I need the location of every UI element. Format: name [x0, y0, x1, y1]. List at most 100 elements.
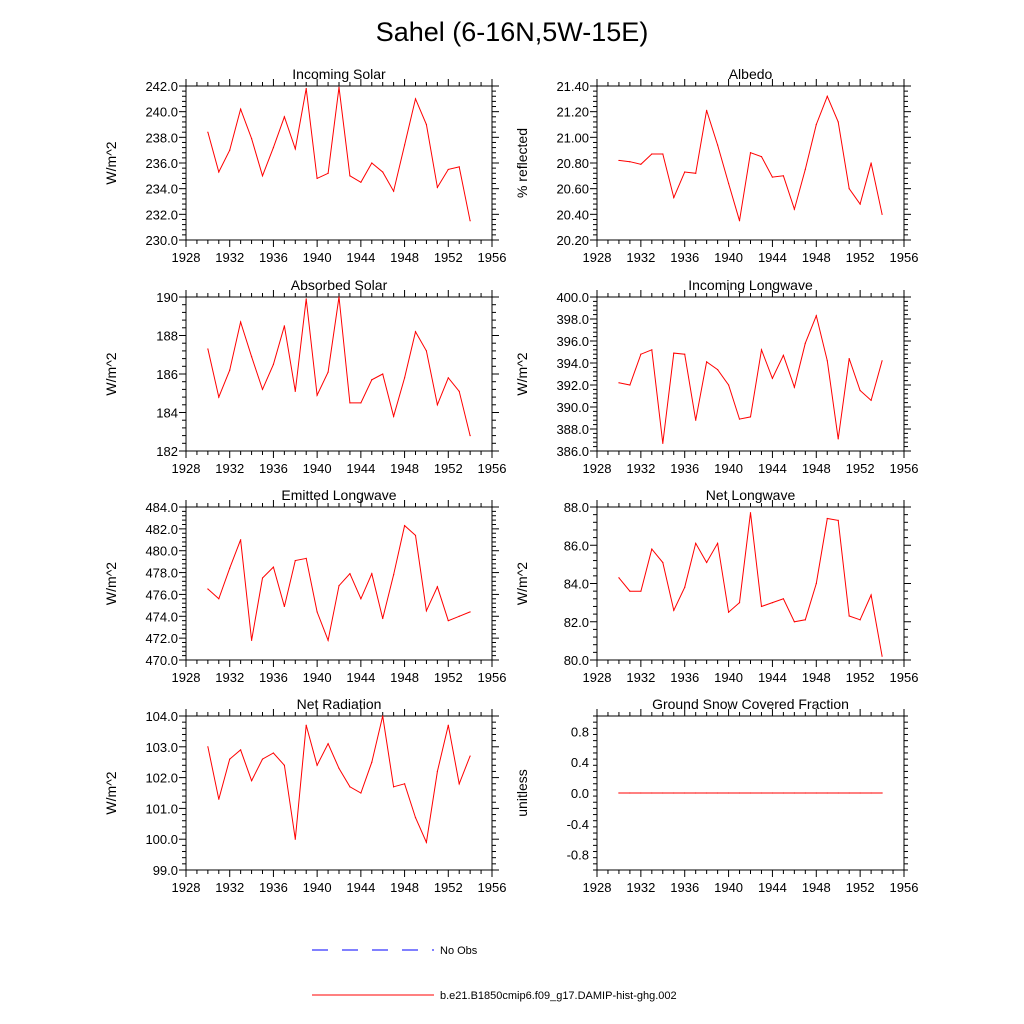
panel-incoming-longwave-xtick-label: 1936: [670, 461, 699, 476]
panel-ground-snow-covered-fraction-data-point: [881, 792, 883, 794]
panel-albedo-xtick-label: 1940: [714, 250, 743, 265]
panel-ground-snow-covered-fraction-data-point: [673, 792, 675, 794]
panel-albedo-data-point: [837, 121, 839, 123]
panel-emitted-longwave-xtick-label: 1936: [259, 670, 288, 685]
panel-absorbed-solar-data-point: [327, 371, 329, 373]
panel-incoming-longwave-xtick-label: 1928: [583, 461, 612, 476]
panel-incoming-solar-data-point: [338, 86, 340, 88]
panel-emitted-longwave-data-point: [327, 639, 329, 641]
panel-net-longwave-title: Net Longwave: [706, 487, 796, 503]
panel-net-radiation-data-point: [272, 752, 275, 754]
panel-ground-snow-covered-fraction: Ground Snow Covered Fraction unitless 1928…: [514, 696, 918, 895]
panel-incoming-longwave-data-point: [837, 438, 839, 440]
panel-emitted-longwave-data-point: [425, 610, 428, 612]
panel-incoming-solar: Incoming Solar W/m^2 1928 1932 1936 1940 1944 1…: [103, 66, 506, 265]
panel-incoming-longwave-ytick-label: 394.0: [556, 356, 589, 371]
panel-incoming-solar-data-point: [229, 149, 231, 151]
legend-label-2: b.e21.B1850cmip6.f09_g17.DAMIP-hist-ghg.…: [440, 990, 677, 1002]
panel-absorbed-solar-data-point: [207, 348, 209, 350]
panel-emitted-longwave-ytick-label: 482.0: [145, 522, 178, 537]
panel-absorbed-solar-data-point: [240, 321, 242, 323]
panel-albedo-ytick-label: 21.00: [556, 130, 589, 145]
panel-incoming-longwave-ytick-label: 388.0: [556, 422, 589, 437]
panel-emitted-longwave-data-point: [240, 539, 242, 541]
panel-emitted-longwave-xtick-label: 1940: [303, 670, 332, 685]
panel-ground-snow-covered-fraction-data-point: [804, 792, 806, 794]
panel-ground-snow-covered-fraction-data-point: [837, 792, 839, 794]
panel-absorbed-solar-data-point: [403, 377, 406, 379]
panel-albedo-data-point: [684, 171, 686, 173]
panel-absorbed-solar-data-point: [261, 388, 264, 390]
panel-incoming-solar-data-point: [349, 175, 351, 177]
panel-ground-snow-covered-fraction-xtick-label: 1948: [802, 880, 831, 895]
panel-ground-snow-covered-fraction-data-point: [793, 792, 795, 794]
panel-albedo-data-point: [804, 168, 806, 171]
panel-net-radiation-data-point: [338, 767, 340, 769]
panel-emitted-longwave-data-point: [371, 573, 373, 575]
panel-emitted-longwave-data-point: [207, 588, 209, 590]
panel-albedo-title: Albedo: [729, 66, 773, 82]
panel-absorbed-solar-xtick-label: 1952: [434, 461, 463, 476]
panel-absorbed-solar-xtick-label: 1944: [346, 461, 375, 476]
panel-incoming-longwave-data-point: [706, 361, 708, 363]
legend: No Obs b.e21.B1850cmip6.f09_g17.DAMIP-his…: [312, 945, 677, 1002]
panel-incoming-solar-data-point: [283, 116, 285, 118]
panel-emitted-longwave-data-point: [305, 557, 307, 559]
panel-net-longwave-data-point: [673, 609, 675, 611]
panel-net-longwave-data-point: [651, 548, 653, 550]
panel-albedo-data-point: [717, 144, 719, 146]
legend-label-1: No Obs: [440, 945, 478, 957]
panel-emitted-longwave-data-point: [436, 586, 438, 588]
panel-net-radiation-data-point: [458, 783, 460, 785]
panel-net-radiation-data-point: [261, 758, 264, 760]
panel-albedo-ytick-label: 20.60: [556, 182, 589, 197]
panel-net-longwave-data-point: [684, 586, 686, 588]
panel-net-radiation-xtick-label: 1956: [478, 880, 507, 895]
panel-absorbed-solar-data-point: [283, 325, 285, 327]
panel-incoming-longwave-data-point: [673, 352, 675, 354]
panel-emitted-longwave-data-point: [349, 573, 351, 575]
panel-ground-snow-covered-fraction-data-point: [706, 792, 708, 794]
panel-ground-snow-covered-fraction-data-point: [859, 792, 861, 794]
panel-incoming-longwave-xtick-label: 1948: [802, 461, 831, 476]
panel-incoming-longwave-ytick-label: 400.0: [556, 290, 589, 305]
panel-incoming-solar-xtick-label: 1932: [215, 250, 244, 265]
panel-absorbed-solar: Absorbed Solar W/m^2 1928 1932 1936 1940 1944 1…: [103, 277, 506, 476]
panel-emitted-longwave-data-point: [393, 574, 395, 576]
panel-albedo-data-point: [695, 172, 697, 174]
panel-net-radiation-data-point: [305, 724, 307, 726]
panel-net-radiation-xtick-label: 1940: [303, 880, 332, 895]
panel-emitted-longwave-data-point: [469, 611, 471, 613]
panel-net-longwave-data-point: [793, 621, 795, 623]
panel-emitted-longwave-ytick-label: 478.0: [145, 566, 178, 581]
panel-incoming-solar-data-point: [414, 98, 417, 100]
panel-albedo-xtick-label: 1948: [802, 250, 831, 265]
panel-absorbed-solar-data-point: [393, 415, 395, 417]
panel-ground-snow-covered-fraction-xtick-label: 1940: [714, 880, 743, 895]
panel-net-radiation-data-point: [469, 755, 471, 757]
panel-emitted-longwave-data-point: [229, 567, 231, 569]
panel-emitted-longwave-data-point: [316, 611, 318, 613]
panel-net-radiation-ytick-label: 104.0: [145, 709, 178, 724]
figure-title: Sahel (6-16N,5W-15E): [376, 17, 649, 47]
panel-incoming-solar-data-point: [316, 177, 318, 179]
panel-incoming-longwave-data-point: [695, 419, 697, 421]
panel-absorbed-solar-data-point: [294, 390, 296, 392]
panel-albedo-data-point: [771, 176, 774, 178]
panel-incoming-solar-data-point: [261, 175, 264, 177]
panel-ground-snow-covered-fraction-xtick-label: 1944: [758, 880, 787, 895]
panel-ground-snow-covered-fraction-data-point: [618, 792, 620, 794]
panel-absorbed-solar-xtick-label: 1928: [172, 461, 201, 476]
panel-albedo-xtick-label: 1928: [583, 250, 612, 265]
panel-incoming-solar-data-point: [294, 148, 296, 150]
panel-net-radiation-title: Net Radiation: [297, 696, 382, 712]
panel-net-longwave-data-point: [618, 577, 620, 579]
panel-net-longwave-data-point: [826, 517, 828, 520]
panel-ground-snow-covered-fraction-xtick-label: 1936: [670, 880, 699, 895]
panel-absorbed-solar-ylabel: W/m^2: [103, 352, 119, 395]
panel-ground-snow-covered-fraction-data-point: [684, 792, 686, 794]
panel-albedo-data-point: [815, 123, 817, 126]
panel-incoming-solar-xtick-label: 1944: [346, 250, 375, 265]
panel-ground-snow-covered-fraction-data-point: [727, 792, 730, 794]
